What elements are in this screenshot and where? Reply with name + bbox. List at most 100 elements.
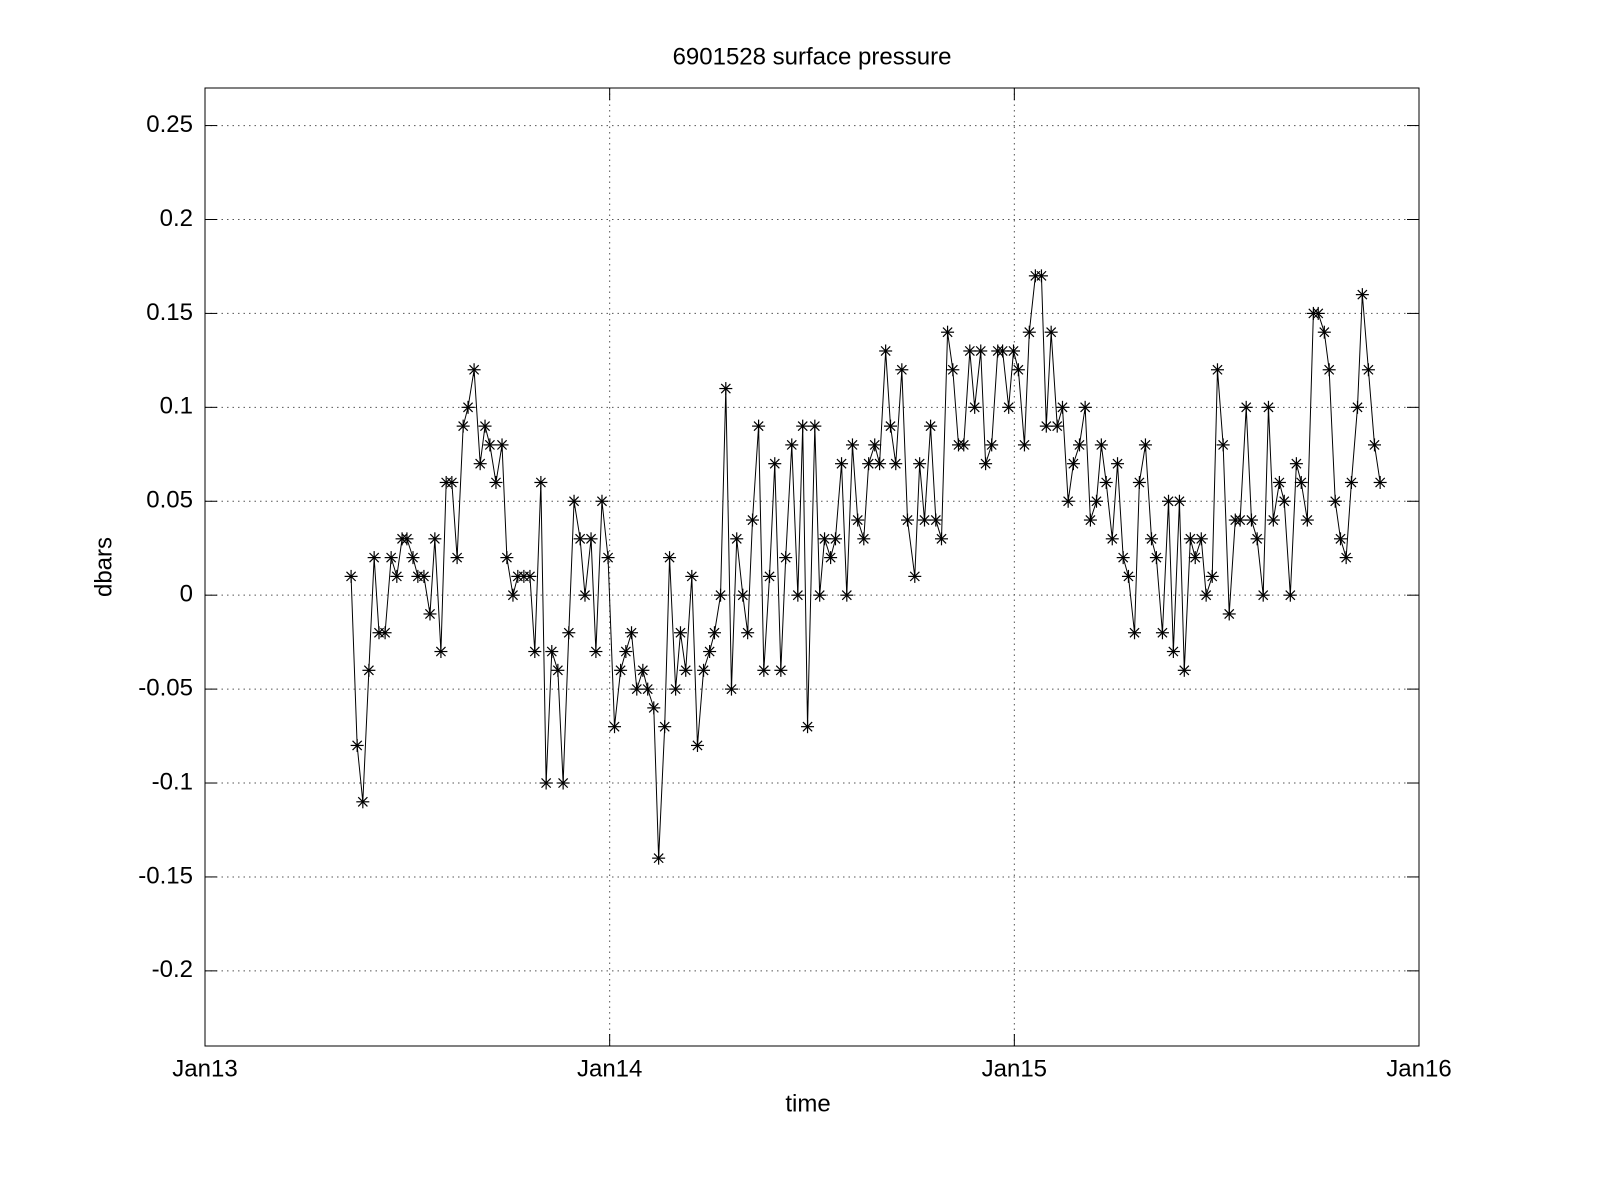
marker-stroke <box>1080 402 1091 413</box>
data-point <box>1328 494 1342 508</box>
marker-stroke <box>1146 533 1157 544</box>
marker-stroke <box>1085 515 1096 526</box>
data-point <box>384 551 398 565</box>
data-point <box>873 457 887 471</box>
marker-stroke <box>1140 439 1151 450</box>
data-point <box>1250 532 1264 546</box>
marker-stroke <box>558 777 569 789</box>
data-point <box>703 645 717 659</box>
data-point <box>724 682 738 696</box>
data-point <box>1007 344 1021 358</box>
marker-stroke <box>1263 402 1274 413</box>
data-point <box>857 532 871 546</box>
y-axis-label: dbars <box>90 537 117 597</box>
marker-stroke <box>435 646 446 657</box>
marker-stroke <box>446 477 457 488</box>
marker-stroke <box>1346 477 1357 488</box>
marker-stroke <box>980 458 991 469</box>
data-point <box>679 663 693 677</box>
marker-stroke <box>664 552 675 563</box>
marker-stroke <box>535 477 546 488</box>
data-point <box>400 532 414 546</box>
data-point <box>483 438 497 452</box>
marker-stroke <box>914 458 925 469</box>
data-point <box>917 513 931 527</box>
data-point <box>868 438 882 452</box>
data-point <box>1172 494 1186 508</box>
marker-stroke <box>1207 571 1218 582</box>
x-tick-label: Jan13 <box>172 1055 237 1082</box>
data-point <box>796 419 810 433</box>
marker-stroke <box>501 552 512 563</box>
data-point <box>779 551 793 565</box>
data-point <box>924 419 938 433</box>
data-point <box>1216 438 1230 452</box>
marker-stroke <box>858 533 869 544</box>
data-point <box>741 626 755 640</box>
marker-stroke <box>1196 533 1207 544</box>
marker-stroke <box>1185 533 1196 544</box>
marker-stroke <box>1218 439 1229 450</box>
marker-stroke <box>458 421 469 432</box>
marker-stroke <box>569 496 580 507</box>
data-point <box>985 438 999 452</box>
data-point <box>652 851 666 865</box>
data-point <box>730 532 744 546</box>
data-point <box>1333 532 1347 546</box>
marker-stroke <box>615 665 626 676</box>
data-point <box>406 551 420 565</box>
marker-stroke <box>1041 421 1052 432</box>
data-point <box>697 663 711 677</box>
data-point <box>1300 513 1314 527</box>
marker-stroke <box>836 458 847 469</box>
marker-stroke <box>352 740 363 751</box>
data-point <box>647 701 661 715</box>
marker-stroke <box>1008 345 1019 357</box>
marker-stroke <box>596 496 608 507</box>
data-point <box>523 569 537 583</box>
data-point <box>467 363 481 377</box>
data-point <box>1344 475 1358 489</box>
marker-stroke <box>1235 515 1246 526</box>
marker-stroke <box>1335 533 1346 544</box>
marker-stroke <box>1013 364 1024 375</box>
marker-stroke <box>1363 364 1374 375</box>
marker-stroke <box>1168 646 1179 657</box>
data-point <box>1017 438 1031 452</box>
data-point <box>774 663 788 677</box>
marker-stroke <box>369 552 380 563</box>
data-point <box>929 513 943 527</box>
data-point <box>362 663 376 677</box>
data-point <box>889 457 903 471</box>
data-point <box>801 720 815 734</box>
data-point <box>625 626 639 640</box>
marker-stroke <box>626 627 637 638</box>
marker-stroke <box>698 665 709 676</box>
data-point <box>1266 513 1280 527</box>
data-point <box>707 626 721 640</box>
marker-stroke <box>726 684 737 695</box>
data-point <box>879 344 893 358</box>
marker-stroke <box>747 515 758 526</box>
data-point <box>808 419 822 433</box>
data-point <box>851 513 865 527</box>
marker-stroke <box>675 627 686 638</box>
marker-stroke <box>1179 665 1190 676</box>
data-point <box>630 682 644 696</box>
marker-stroke <box>1201 590 1212 601</box>
data-point <box>1145 532 1159 546</box>
data-point <box>714 588 728 602</box>
data-point <box>1289 457 1303 471</box>
marker-stroke <box>692 740 703 751</box>
y-tick-label: 0 <box>180 581 193 608</box>
marker-stroke <box>919 515 930 526</box>
data-point <box>608 720 622 734</box>
marker-stroke <box>346 571 357 582</box>
data-point <box>1272 475 1286 489</box>
data-point <box>539 776 553 790</box>
data-point <box>1194 532 1208 546</box>
data-point <box>690 738 704 752</box>
marker-stroke <box>1274 477 1285 488</box>
data-point <box>884 419 898 433</box>
